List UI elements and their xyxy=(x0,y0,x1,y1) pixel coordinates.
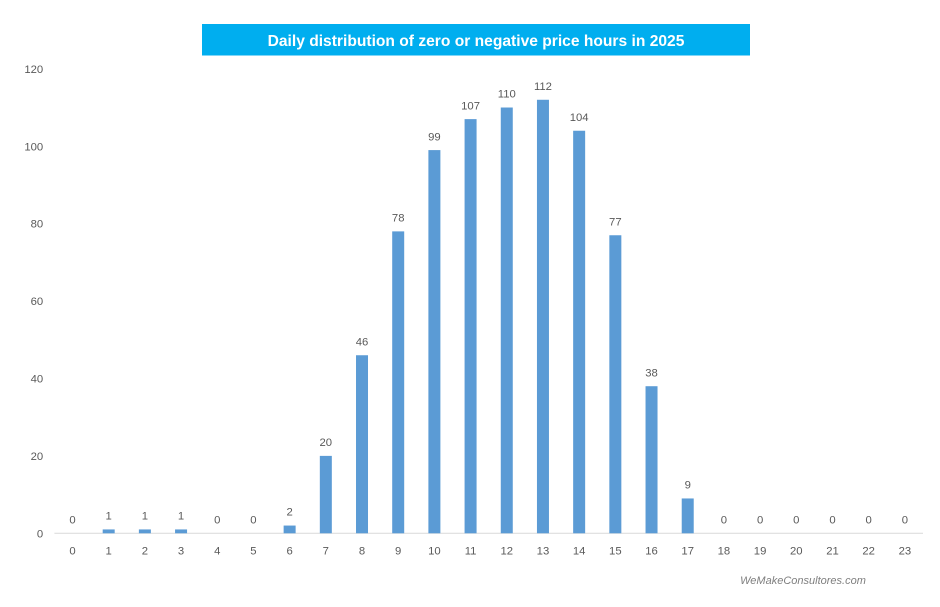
svg-text:80: 80 xyxy=(31,219,44,231)
svg-text:13: 13 xyxy=(537,546,550,558)
svg-text:112: 112 xyxy=(534,81,552,93)
svg-text:9: 9 xyxy=(685,480,691,492)
svg-text:0: 0 xyxy=(214,515,220,527)
svg-text:0: 0 xyxy=(69,546,75,558)
svg-text:3: 3 xyxy=(178,546,184,558)
svg-text:0: 0 xyxy=(69,515,75,527)
svg-text:99: 99 xyxy=(428,131,441,143)
svg-text:16: 16 xyxy=(645,546,658,558)
svg-text:107: 107 xyxy=(461,100,480,112)
svg-text:0: 0 xyxy=(757,515,763,527)
svg-text:8: 8 xyxy=(359,546,365,558)
svg-text:19: 19 xyxy=(754,546,767,558)
svg-text:40: 40 xyxy=(31,374,44,386)
svg-text:17: 17 xyxy=(681,546,694,558)
svg-text:23: 23 xyxy=(899,546,912,558)
svg-text:6: 6 xyxy=(286,546,292,558)
svg-text:60: 60 xyxy=(31,296,44,308)
svg-text:0: 0 xyxy=(902,515,908,527)
svg-text:1: 1 xyxy=(142,511,148,523)
svg-text:1: 1 xyxy=(106,546,112,558)
svg-text:77: 77 xyxy=(609,216,622,228)
svg-text:1: 1 xyxy=(178,511,184,523)
svg-text:10: 10 xyxy=(428,546,441,558)
svg-text:110: 110 xyxy=(498,89,516,101)
svg-text:11: 11 xyxy=(465,546,477,558)
svg-text:100: 100 xyxy=(24,141,43,153)
svg-text:1: 1 xyxy=(106,511,112,523)
svg-text:4: 4 xyxy=(214,546,220,558)
svg-text:20: 20 xyxy=(31,451,44,463)
svg-text:14: 14 xyxy=(573,546,586,558)
svg-text:120: 120 xyxy=(24,64,43,76)
svg-text:2: 2 xyxy=(286,507,292,519)
svg-text:20: 20 xyxy=(790,546,803,558)
svg-text:38: 38 xyxy=(645,367,658,379)
svg-text:0: 0 xyxy=(866,515,872,527)
svg-text:5: 5 xyxy=(250,546,256,558)
svg-text:0: 0 xyxy=(250,515,256,527)
svg-text:2: 2 xyxy=(142,546,148,558)
svg-text:12: 12 xyxy=(500,546,513,558)
svg-text:0: 0 xyxy=(37,528,43,540)
svg-text:9: 9 xyxy=(395,546,401,558)
svg-text:22: 22 xyxy=(862,546,875,558)
svg-text:7: 7 xyxy=(323,546,329,558)
svg-text:46: 46 xyxy=(356,336,369,348)
svg-text:Daily distribution of zero or: Daily distribution of zero or negative p… xyxy=(268,33,685,50)
svg-text:104: 104 xyxy=(570,112,589,124)
svg-text:0: 0 xyxy=(829,515,835,527)
svg-text:78: 78 xyxy=(392,213,405,225)
svg-text:WeMakeConsultores.com: WeMakeConsultores.com xyxy=(740,575,866,587)
svg-text:20: 20 xyxy=(320,437,333,449)
svg-text:0: 0 xyxy=(793,515,799,527)
svg-text:18: 18 xyxy=(718,546,731,558)
svg-text:0: 0 xyxy=(721,515,727,527)
svg-text:15: 15 xyxy=(609,546,622,558)
svg-text:21: 21 xyxy=(826,546,839,558)
